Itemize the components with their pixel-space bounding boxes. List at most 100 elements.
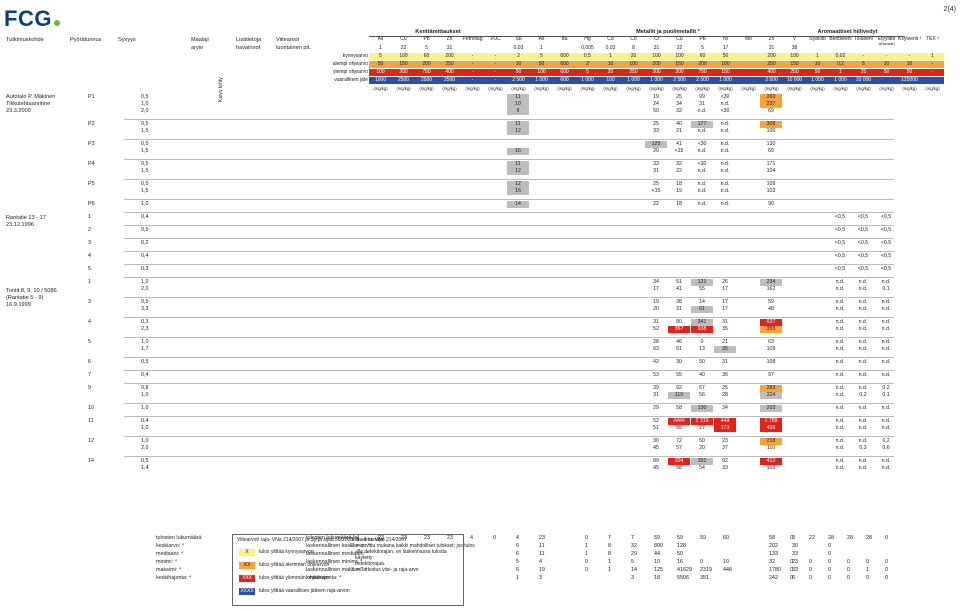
stat-aro-3-5: 0 [885, 559, 888, 565]
col-header-cr: Cr [653, 36, 660, 42]
row-depth: 0,3 [141, 319, 149, 325]
col-header-sb: Sb [515, 36, 522, 42]
cell-cu: 38 [676, 299, 682, 305]
limit-cell-4-12: 1 000 [645, 77, 668, 84]
cell-cu: 41 [676, 141, 682, 147]
limit-cell-1-8: 600 [553, 53, 576, 60]
cell-pb: n.d. [697, 188, 707, 194]
unit-cell-22: (mg/kg) [879, 86, 894, 91]
stat-left-label-2: mediaani: ⁴ [156, 551, 184, 557]
limit-cell-2-7: 50 [530, 61, 553, 68]
site-name-0: Autotalo P. Mäkinen Tikkutehtaanrinne 23… [6, 94, 56, 114]
stat-left-label-5: keskihajonta: ⁴ [156, 575, 192, 581]
limit-cell-3-3: 400 [438, 69, 461, 76]
stat-metal-2-1: 11 [539, 551, 545, 557]
cell-ni: <30 [720, 108, 730, 114]
stat-aro-1-2: 0 [828, 543, 831, 549]
cell-pb: 40 [699, 372, 705, 378]
stat-metal-1-6: 800 [654, 543, 663, 549]
legend-swatch-1: XX [239, 562, 255, 569]
cell-pb: n.d. [697, 168, 707, 174]
cell-pb: <30 [697, 141, 707, 147]
limit-cell-3-7: 100 [530, 69, 553, 76]
cell-cu: 18 [676, 201, 682, 207]
stat-aro-0-3: 28 [847, 535, 853, 541]
row-pyora: 3 [88, 240, 91, 246]
cell-pb: 31 [699, 101, 705, 107]
row-depth: 0,5 [141, 359, 149, 365]
cell-pb: 56 [699, 392, 705, 398]
stat-metal-1-4: 8 [608, 543, 611, 549]
row-depth: 0,5 [141, 161, 149, 167]
stat-metal-0-0: 4 [516, 535, 519, 541]
cell-sb: 16 [507, 188, 529, 195]
cell-ni: 31 [722, 359, 728, 365]
row-depth: 2,3 [141, 326, 149, 332]
col-header-pb: Pb [699, 36, 706, 42]
cell-etyylibentseeni: n.d. [881, 346, 891, 352]
stat-metal-0-3: 0 [585, 535, 588, 541]
stat-metal-5-1: 3 [539, 575, 542, 581]
col-header-2: Syvyys [118, 37, 136, 43]
limit-cell-4-19: 1 000 [806, 77, 829, 84]
cell-sb: 11 [507, 94, 529, 101]
cell-cu: #### [668, 418, 690, 425]
stat-metal-4-9: 448 [723, 567, 732, 573]
results-sheet: Kenttämittaukset Metallit ja puolimetall… [6, 28, 954, 606]
limit-cell-1-20: 0,02 [829, 53, 852, 60]
row-depth: 2,0 [141, 108, 149, 114]
stat-metal-2-12: 33 [792, 551, 798, 557]
stat-aro-5-4: 0 [866, 575, 869, 581]
cell-zn: 218 [760, 438, 782, 445]
limit-cell-0-23 [898, 45, 921, 52]
unit-cell-12: (mg/kg) [649, 86, 664, 91]
row-separator [124, 159, 894, 160]
cell-cu: 21 [676, 128, 682, 134]
stat-metal-1-12: 30 [792, 543, 798, 549]
stat-metal-0-1: 23 [539, 535, 545, 541]
limit-cell-3-4: - [461, 69, 484, 76]
cell-bentseeni: n.d. [835, 445, 845, 451]
cell-cr: 25 [653, 181, 659, 187]
cell-etyylibentseeni: n.d. [881, 418, 891, 424]
col-subheader-5: luontainen pit. [276, 45, 311, 51]
cell-cu: 41 [676, 286, 682, 292]
stat-aro-0-2: 28 [828, 535, 834, 541]
limit-cell-2-3: 250 [438, 61, 461, 68]
limit-cell-4-8: 600 [553, 77, 576, 84]
cell-ni: n.d. [720, 168, 730, 174]
cell-tolueeni: <0,5 [857, 227, 869, 233]
cell-ni: 17 [722, 306, 728, 312]
limit-cell-4-20: 1 000 [829, 77, 852, 84]
row-separator [124, 119, 894, 120]
stat-metal-1-11: 202 [769, 543, 778, 549]
cell-cu: 30 [676, 359, 682, 365]
cell-cu: 55 [676, 372, 682, 378]
limit-cell-4-16 [737, 77, 760, 84]
cell-tolueeni: n.d. [858, 465, 868, 471]
limit-cell-3-20: 1 [829, 69, 852, 76]
legend-text-3: tulos ylittää vaarallisen jätteen raja-a… [259, 588, 350, 594]
stat-metal-5-5: 3 [631, 575, 634, 581]
unit-cell-8: (mg/kg) [557, 86, 572, 91]
cell-bentseeni: <0,5 [834, 240, 846, 246]
cell-zn: 103 [766, 465, 776, 471]
limit-cell-4-13: 2 500 [668, 77, 691, 84]
unit-cell-4: (mg/kg) [465, 86, 480, 91]
cell-tolueeni: n.d. [858, 438, 868, 444]
stat-metal-5-11: 242 [769, 575, 778, 581]
cell-etyylibentseeni: n.d. [881, 299, 891, 305]
cell-pb: 50 [699, 359, 705, 365]
stat-mid-label-3: laskennallinen minimi: ⁴ [306, 559, 363, 565]
cell-cr: 89 [653, 458, 659, 464]
limit-cell-2-16 [737, 61, 760, 68]
cell-pb: 55 [699, 286, 705, 292]
legend-swatch-0: X [239, 549, 255, 556]
stat-mid-label-4: laskennallinen maksimi: ⁴ [306, 567, 367, 573]
stat-aro-4-1: 0 [809, 567, 812, 573]
cell-bentseeni: n.d. [835, 319, 845, 325]
stat-aro-0-1: 22 [809, 535, 815, 541]
limit-cell-2-12: 200 [645, 61, 668, 68]
row-pyora: 9 [88, 385, 91, 391]
limit-cell-3-9: 5 [576, 69, 599, 76]
